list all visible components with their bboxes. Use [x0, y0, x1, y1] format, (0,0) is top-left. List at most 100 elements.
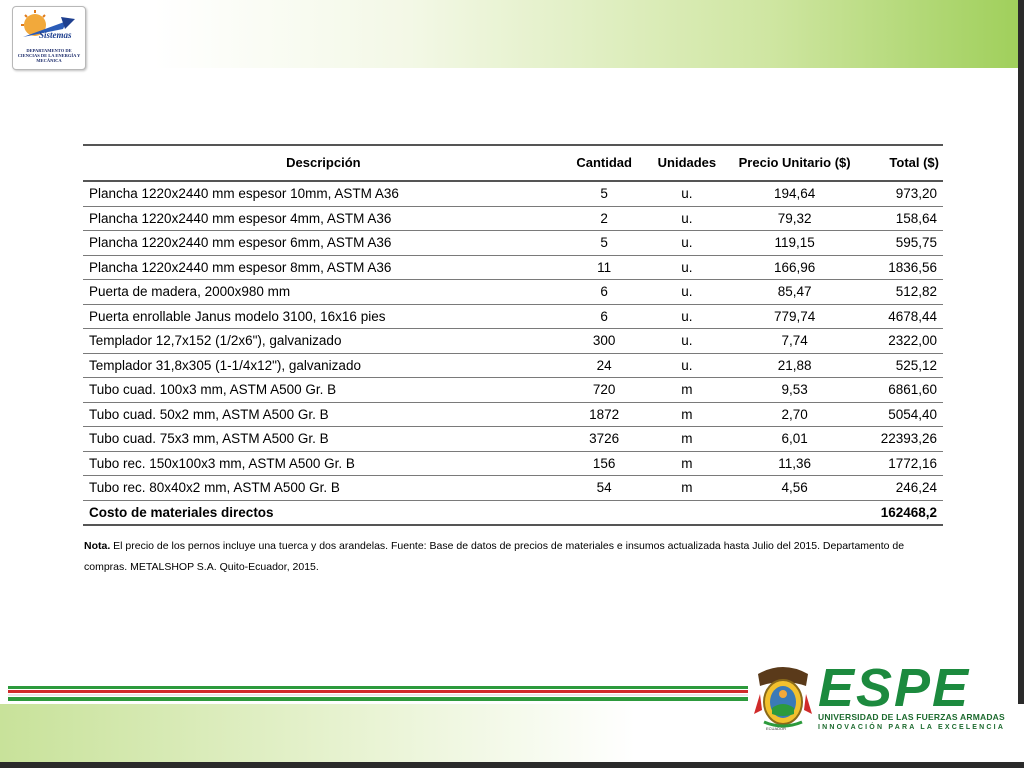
cell-unit-price: 2,70: [729, 402, 861, 427]
cell-units: m: [644, 475, 730, 501]
table-row: Tubo cuad. 100x3 mm, ASTM A500 Gr. B 720 m…: [83, 377, 943, 403]
cell-units: u.: [644, 255, 730, 280]
crest-label: ECUADOR: [766, 726, 787, 731]
table-row: Tubo cuad. 75x3 mm, ASTM A500 Gr. B 3726 m…: [83, 426, 943, 452]
table-header-row: Descripción Cantidad Unidades Precio Uni…: [83, 144, 943, 182]
materials-table: Descripción Cantidad Unidades Precio Uni…: [83, 144, 943, 526]
table-row: Plancha 1220x2440 mm espesor 4mm, ASTM A…: [83, 206, 943, 231]
cell-quantity: 5: [563, 230, 645, 256]
table-row: Templador 31,8x305 (1-1/4x12"), galvaniz…: [83, 353, 943, 378]
cell-unit-price: 21,88: [729, 353, 861, 378]
cell-description: Tubo rec. 150x100x3 mm, ASTM A500 Gr. B: [83, 451, 564, 476]
note-label: Nota.: [84, 540, 111, 552]
cell-units: m: [644, 426, 730, 452]
cell-unit-price: 11,36: [729, 451, 861, 476]
espe-tagline: INNOVACIÓN PARA LA EXCELENCIA: [818, 724, 1006, 731]
cell-units: u.: [644, 230, 730, 256]
table-row: Plancha 1220x2440 mm espesor 8mm, ASTM A…: [83, 255, 943, 280]
cell-unit-price: 4,56: [729, 475, 861, 501]
cell-quantity: 5: [563, 181, 645, 207]
stripe-green-bottom: [8, 697, 748, 701]
cell-quantity: 6: [563, 304, 645, 329]
cell-total: 1772,16: [860, 451, 943, 476]
cell-units: u.: [644, 328, 730, 354]
cell-units: u.: [644, 304, 730, 329]
slide-border-bottom: [0, 762, 1024, 768]
table-row: Templador 12,7x152 (1/2x6"), galvanizado…: [83, 328, 943, 354]
cell-quantity: 54: [563, 475, 645, 501]
footer-band: [0, 704, 1024, 762]
table-row: Tubo cuad. 50x2 mm, ASTM A500 Gr. B 1872 m…: [83, 402, 943, 427]
cell-unit-price: 6,01: [729, 426, 861, 452]
cell-total: 246,24: [860, 475, 943, 501]
cell-unit-price: 79,32: [729, 206, 861, 231]
cell-total: 525,12: [860, 353, 943, 378]
table-row: Plancha 1220x2440 mm espesor 6mm, ASTM A…: [83, 230, 943, 256]
stripe-red: [8, 690, 748, 693]
cell-quantity: 11: [563, 255, 645, 280]
cell-quantity: 6: [563, 279, 645, 305]
cell-description: Plancha 1220x2440 mm espesor 4mm, ASTM A…: [83, 206, 564, 231]
total-label: Costo de materiales directos: [83, 500, 564, 526]
cell-description: Plancha 1220x2440 mm espesor 6mm, ASTM A…: [83, 230, 564, 256]
espe-subtitle: UNIVERSIDAD DE LAS FUERZAS ARMADAS: [818, 712, 1005, 722]
cell-units: m: [644, 377, 730, 403]
stripe-white: [8, 694, 748, 696]
total-row: Costo de materiales directos 162468,2: [83, 500, 943, 526]
cell-quantity: 156: [563, 451, 645, 476]
cell-total: 512,82: [860, 279, 943, 305]
cell-quantity: 3726: [563, 426, 645, 452]
cell-total: 158,64: [860, 206, 943, 231]
note-text: El precio de los pernos incluye una tuer…: [84, 540, 905, 573]
cell-description: Puerta de madera, 2000x980 mm: [83, 279, 564, 305]
cell-total: 6861,60: [860, 377, 943, 403]
cell-total: 1836,56: [860, 255, 943, 280]
espe-wordmark: ESPE: [818, 658, 971, 718]
cell-total: 973,20: [860, 181, 943, 207]
cell-unit-price: 119,15: [729, 230, 861, 256]
table-row: Puerta de madera, 2000x980 mm 6 u. 85,47 512…: [83, 279, 943, 305]
cell-description: Tubo rec. 80x40x2 mm, ASTM A500 Gr. B: [83, 475, 564, 501]
cell-quantity: 24: [563, 353, 645, 378]
total-value: 162468,2: [860, 500, 943, 526]
cell-unit-price: 85,47: [729, 279, 861, 305]
header-description: Descripción: [83, 144, 564, 182]
cell-total: 2322,00: [860, 328, 943, 354]
slide-border-right: [1018, 0, 1024, 768]
header-units: Unidades: [644, 144, 730, 182]
espe-logo: ECUADOR ESPE UNIVERSIDAD DE LAS FUERZAS …: [752, 658, 1010, 740]
cell-description: Tubo cuad. 50x2 mm, ASTM A500 Gr. B: [83, 402, 564, 427]
cell-units: u.: [644, 181, 730, 207]
cell-description: Tubo cuad. 75x3 mm, ASTM A500 Gr. B: [83, 426, 564, 452]
cell-quantity: 1872: [563, 402, 645, 427]
table-row: Tubo rec. 80x40x2 mm, ASTM A500 Gr. B 54 m…: [83, 475, 943, 501]
cell-total: 22393,26: [860, 426, 943, 452]
dept-logo-caption: DEPARTAMENTO DE CIENCIAS DE LA ENERGÍA Y…: [17, 48, 81, 63]
footer-stripes: [0, 686, 748, 702]
cell-units: m: [644, 451, 730, 476]
cell-description: Templador 31,8x305 (1-1/4x12"), galvaniz…: [83, 353, 564, 378]
cell-units: m: [644, 402, 730, 427]
header-band: [0, 0, 1024, 68]
header-unit-price: Precio Unitario ($): [729, 144, 861, 182]
table-row: Plancha 1220x2440 mm espesor 10mm, ASTM …: [83, 181, 943, 207]
ecuador-crest-icon: [754, 667, 812, 728]
stripe-green-top: [8, 686, 748, 689]
cell-units: u.: [644, 206, 730, 231]
cell-total: 4678,44: [860, 304, 943, 329]
dept-logo-emblem-icon: Sistemas: [21, 10, 75, 40]
department-logo: Sistemas DEPARTAMENTO DE CIENCIAS DE LA …: [12, 6, 86, 70]
table-row: Puerta enrollable Janus modelo 3100, 16x…: [83, 304, 943, 329]
cell-description: Plancha 1220x2440 mm espesor 8mm, ASTM A…: [83, 255, 564, 280]
cell-units: u.: [644, 353, 730, 378]
cell-description: Templador 12,7x152 (1/2x6"), galvanizado: [83, 328, 564, 354]
cell-total: 595,75: [860, 230, 943, 256]
cell-quantity: 300: [563, 328, 645, 354]
cell-description: Puerta enrollable Janus modelo 3100, 16x…: [83, 304, 564, 329]
cell-description: Plancha 1220x2440 mm espesor 10mm, ASTM …: [83, 181, 564, 207]
dept-logo-wordmark: Sistemas: [39, 30, 72, 40]
cell-units: u.: [644, 279, 730, 305]
table-note: Nota. El precio de los pernos incluye un…: [84, 536, 944, 578]
cell-quantity: 720: [563, 377, 645, 403]
